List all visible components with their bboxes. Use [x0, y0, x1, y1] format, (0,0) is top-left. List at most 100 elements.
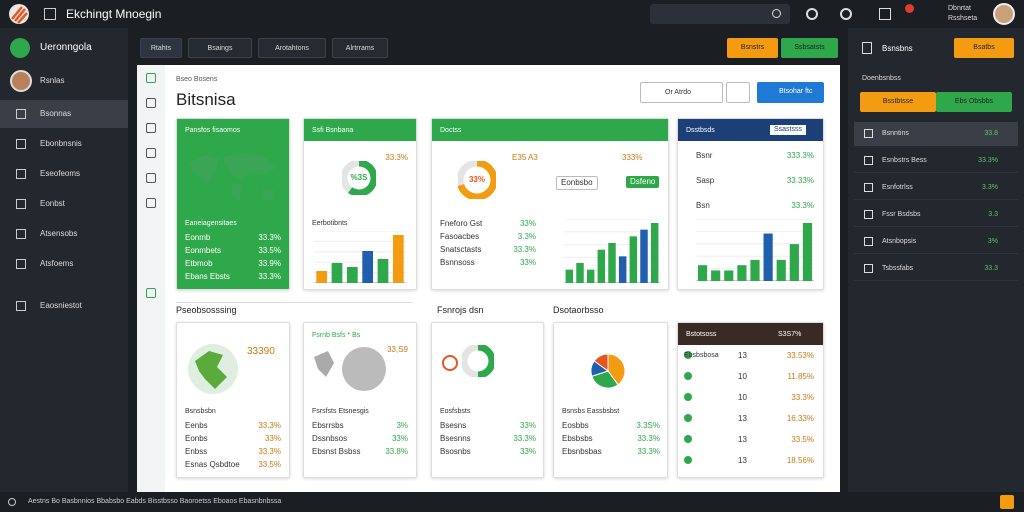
card-subtitle: Eosfsbsts	[440, 408, 471, 415]
globe-land	[195, 351, 227, 389]
panel-item[interactable]: Esnfotrlss 3.3%	[854, 176, 1018, 200]
panel-action[interactable]: Bsstbtsse	[860, 92, 936, 112]
card-header	[678, 119, 823, 141]
item-label: Fssr Bsdsbs	[882, 211, 921, 218]
row-value: 33%	[519, 258, 536, 267]
card-badge: Ssastsss	[770, 125, 807, 135]
item-label: Tsbssfabs	[882, 265, 914, 272]
row-value: 33%	[519, 219, 536, 228]
tab-label: Alrtrrams	[345, 45, 375, 52]
action-button[interactable]: Bsnstrs	[727, 38, 778, 58]
item-icon	[864, 237, 873, 246]
row-value: 33.8%	[385, 447, 408, 456]
nav-icon	[16, 259, 26, 269]
row-value: 33.5%	[258, 460, 281, 469]
row-icon	[684, 372, 692, 380]
row-value: 16.33%	[786, 414, 814, 423]
row-value: 33%	[519, 421, 536, 430]
row-value: 33.3%	[258, 421, 281, 430]
row-label: Eonmb	[185, 233, 211, 242]
icon	[806, 8, 818, 20]
panel-action-label: Ebs Obsbbs	[954, 98, 994, 105]
card-stat: 33,S9	[387, 345, 408, 354]
panel-item[interactable]: Bsnntins 33.8	[854, 122, 1018, 146]
tab[interactable]: Rtahts	[140, 38, 182, 58]
nav-item[interactable]: Eseofeoms	[0, 160, 128, 188]
card-title: Pansfos fisaomos	[185, 127, 241, 134]
row-value: 33.5%	[791, 435, 814, 444]
pie	[590, 353, 626, 389]
card: Dsstbsds Ssastsss Bsnr 333.3% Sasp 33.33% Bsn 3…	[677, 118, 824, 290]
panel-item[interactable]: Tsbssfabs 33.3	[854, 257, 1018, 281]
row-value: 33.3%	[258, 272, 281, 281]
panel-item[interactable]: Fssr Bsdsbs 3.3	[854, 203, 1018, 227]
pie-slice	[607, 353, 626, 386]
action-label: Bsnstrs	[740, 44, 765, 51]
row-value: 33%	[519, 447, 536, 456]
panel-item[interactable]: Esnbstrs Bess 33.3%	[854, 149, 1018, 173]
row-value: 33.5%	[258, 246, 281, 255]
row-icon	[684, 414, 692, 422]
row-value: 333.3%	[786, 151, 814, 160]
row-value: 33.3%	[637, 434, 660, 443]
bar	[711, 270, 721, 281]
row-label: Sasp	[696, 176, 715, 185]
donut	[458, 161, 496, 199]
panel-button[interactable]: Bsatbs	[954, 38, 1014, 58]
tab[interactable]: Arotahtons	[258, 38, 326, 58]
row-count: 10	[738, 372, 747, 381]
row-label: Bsnnsoss	[440, 258, 475, 267]
bar	[346, 267, 358, 283]
card-title: Fsrnb Bsfs * Bs	[312, 332, 361, 339]
tab[interactable]: Bsaings	[188, 38, 252, 58]
nav-item[interactable]: Ebonbnsnis	[0, 130, 128, 158]
menu-icon	[44, 8, 56, 20]
main-panel: Bseo Bosens Bitsnisa Or Atrdo Btsohar ftc Pa…	[137, 65, 840, 492]
card-headline: 33390	[247, 346, 275, 357]
page-title: Bitsnisa	[176, 90, 236, 109]
nav-label: Ebonbnsnis	[40, 139, 82, 148]
panel-item[interactable]: Atsnbopsis 3%	[854, 230, 1018, 254]
row-icon	[684, 435, 692, 443]
app-title: Ekchingt Mnoegin	[66, 7, 162, 21]
bar	[618, 256, 627, 283]
panel-title: Bsnsbns	[882, 44, 913, 53]
nav-item[interactable]: Atsfoems	[0, 250, 128, 278]
donut-arc	[462, 345, 494, 377]
tab-label: Arotahtons	[275, 45, 309, 52]
subsection-title: Fsnrojs dsn	[437, 305, 484, 315]
bar	[597, 249, 606, 283]
status-icon	[8, 498, 16, 506]
right-panel: Bsnsbns Bsatbs Doenbsnbss Bsstbtsse Ebs Obsb…	[848, 28, 1024, 492]
item-icon	[864, 129, 873, 138]
nav-item[interactable]: Atsensobs	[0, 220, 128, 248]
nav-item[interactable]: Bsonnas	[0, 100, 128, 128]
nav-item[interactable]: Eonbst	[0, 190, 128, 218]
nav-icon	[16, 169, 26, 179]
card: Doctss 33% E35 A3 Fneforo Gst 33% Fasoacbes 3.…	[431, 118, 669, 290]
map-land	[189, 153, 277, 201]
row-label: Ebsbsbosa	[684, 352, 719, 359]
row-value: 33.3%	[791, 201, 814, 210]
tab[interactable]: Alrtrrams	[332, 38, 388, 58]
row-label: Dssnbsos	[312, 434, 348, 443]
section-header	[176, 302, 412, 303]
row-label: Ebsnst Bsbss	[312, 447, 361, 456]
panel-subtitle: Doenbsnbss	[862, 75, 901, 82]
search-box[interactable]	[650, 4, 790, 24]
brand: Ueronngola	[40, 42, 92, 53]
row-label: Eenbs	[185, 421, 208, 430]
action-button[interactable]: Ssbsatsts	[781, 38, 838, 58]
row-label: Fasoacbes	[440, 232, 480, 241]
bar	[776, 259, 786, 281]
filter-button[interactable]: Or Atrdo	[640, 82, 723, 103]
icon-button[interactable]	[726, 82, 750, 103]
panel-action[interactable]: Ebs Obsbbs	[936, 92, 1012, 112]
nav-item[interactable]: Eaosniestot	[0, 292, 128, 320]
primary-button[interactable]: Btsohar ftc	[757, 82, 824, 103]
logo-stripes	[11, 6, 28, 24]
mini-bar-chart	[564, 219, 660, 283]
row-value: 3.3%	[517, 232, 536, 241]
row-value: 3%	[396, 421, 408, 430]
row-value: 33.3%	[258, 233, 281, 242]
